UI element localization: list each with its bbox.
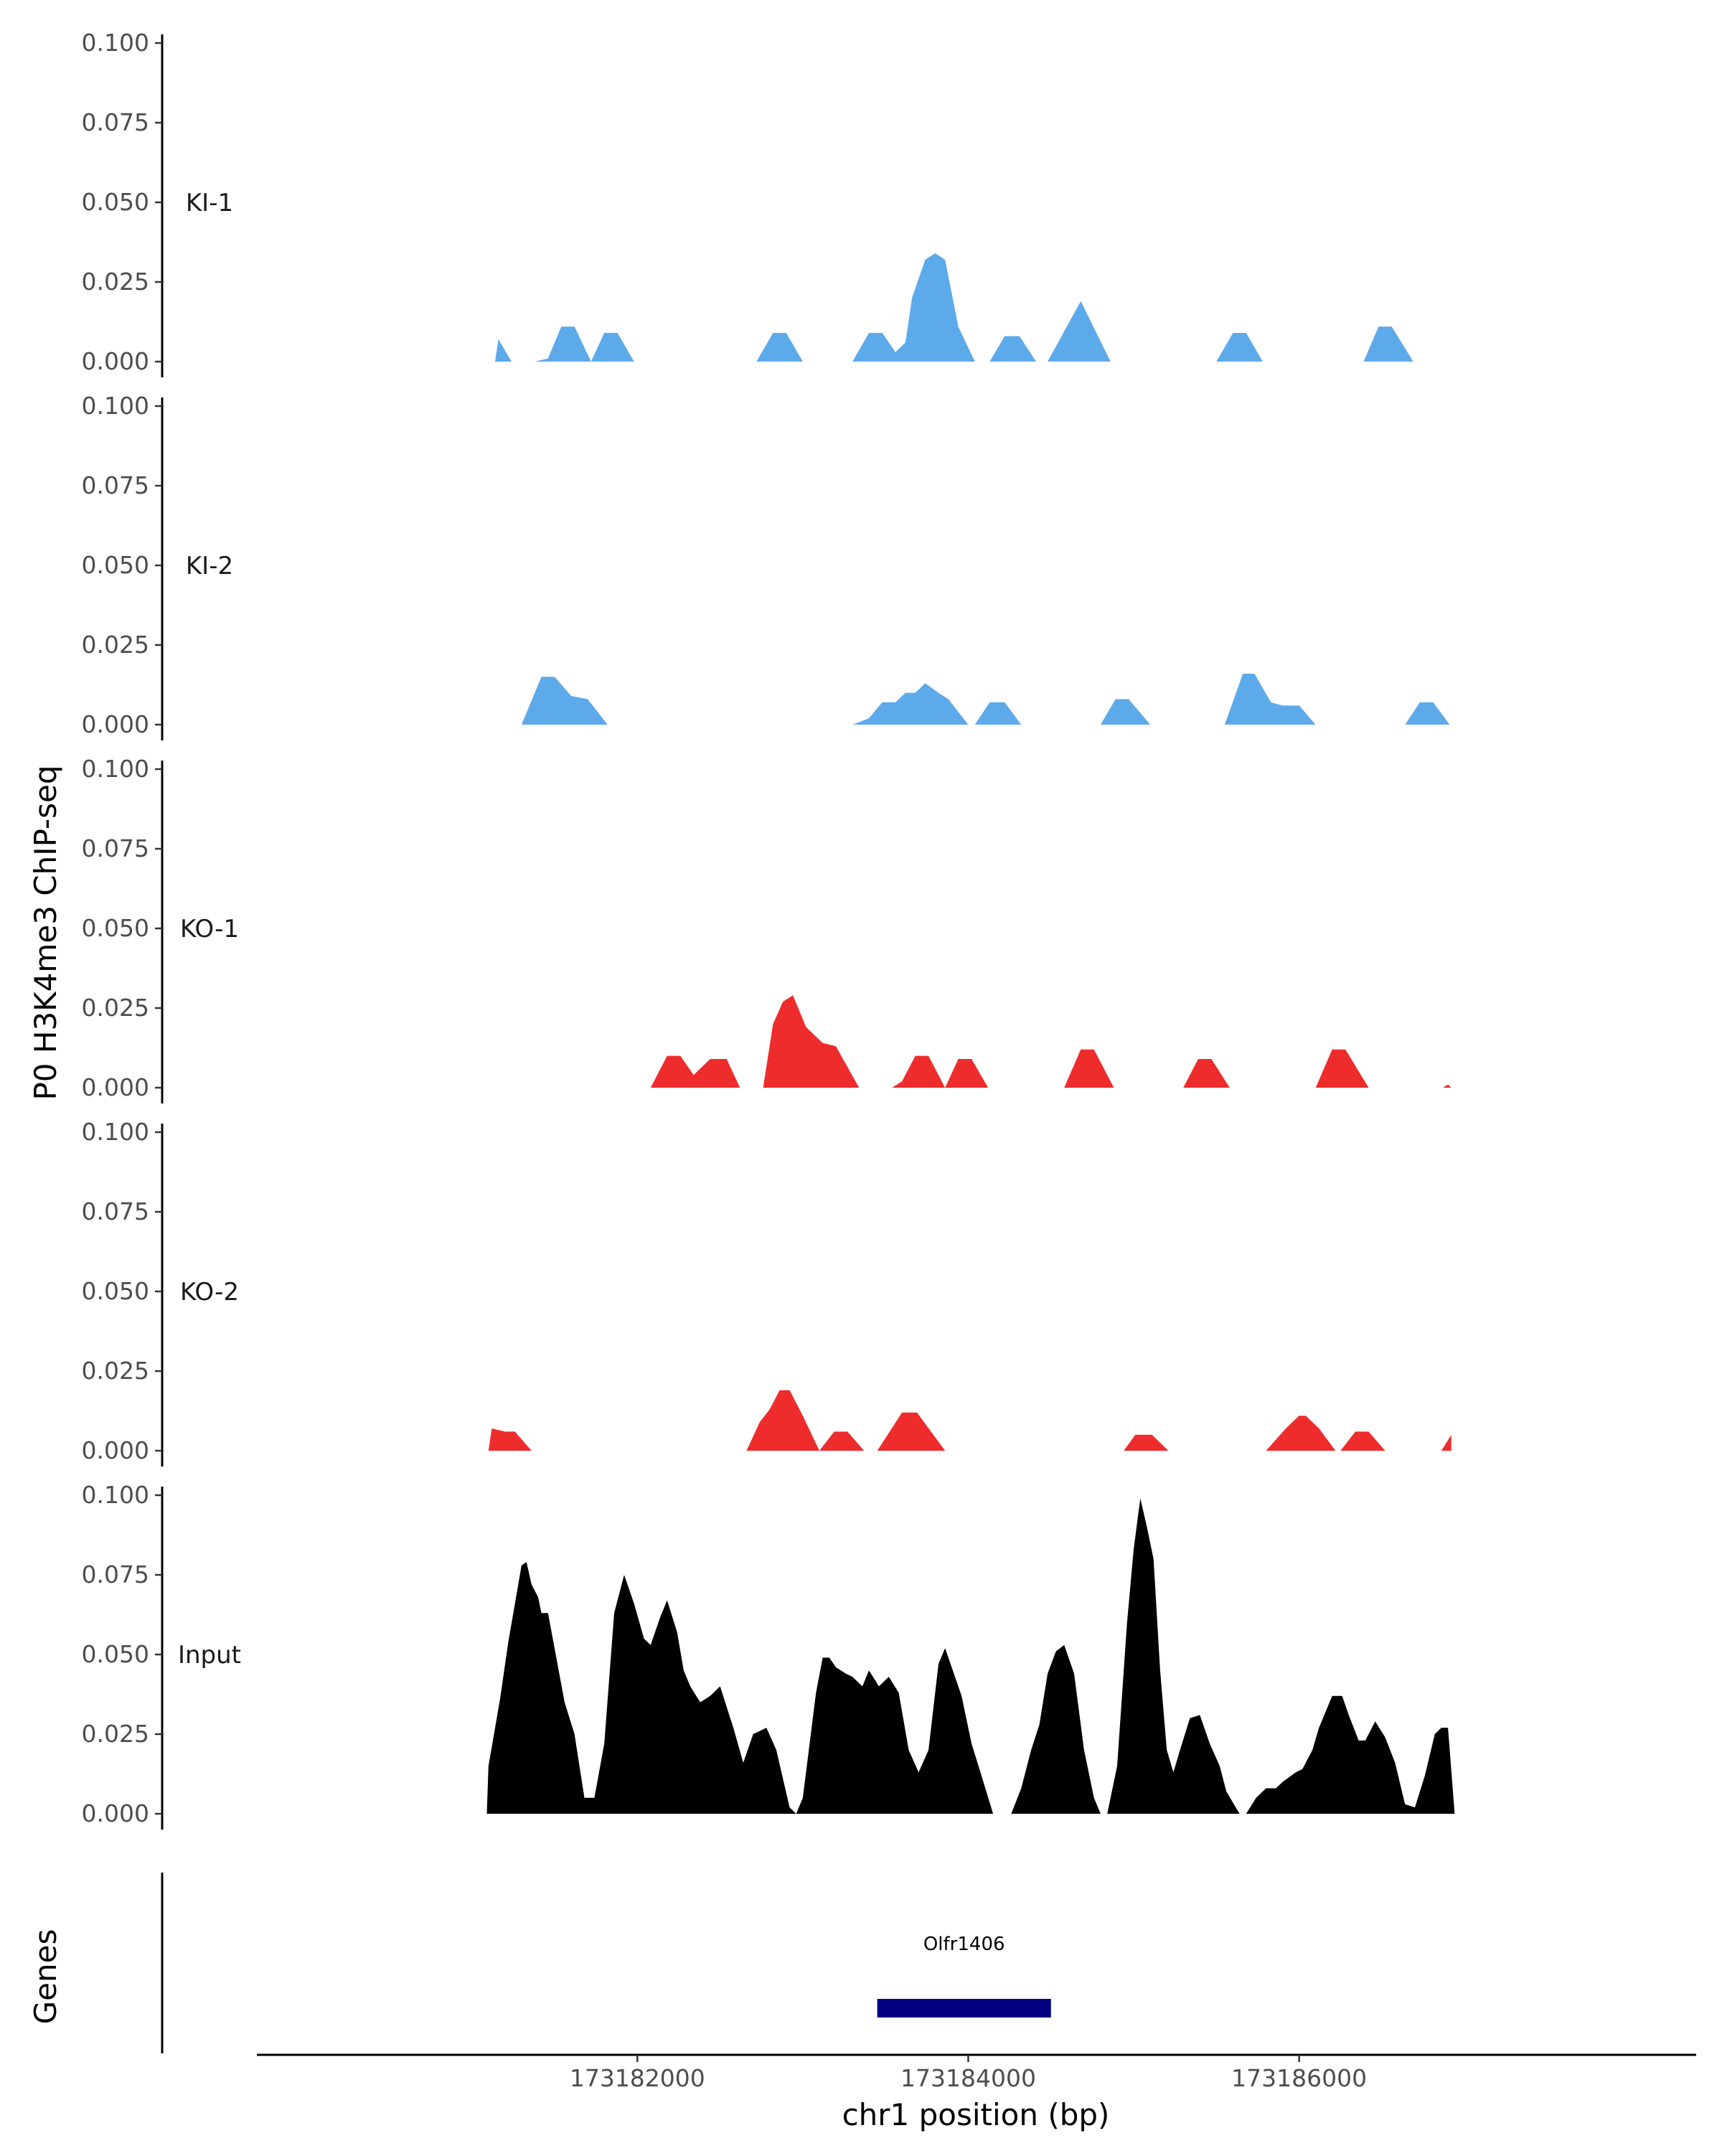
gene-body	[877, 1999, 1051, 2018]
y-tick-label: 0.050	[82, 914, 149, 942]
tracks-layer: 0.0000.0250.0500.0750.100KI-10.0000.0250…	[82, 29, 1455, 1830]
gene-label: Olfr1406	[923, 1934, 1005, 1955]
signal-peak	[974, 702, 1022, 725]
signal-peak	[1048, 301, 1111, 362]
y-tick-label: 0.100	[82, 1481, 149, 1509]
signal-peak	[852, 683, 969, 725]
signal-peak	[763, 995, 860, 1088]
y-tick-label: 0.000	[82, 710, 149, 738]
signal-peak	[819, 1431, 865, 1451]
track-input: 0.000 0.025 0.050 0.075 0.100 Input	[82, 1481, 1455, 1830]
y-tick-label: 0.050	[82, 1640, 149, 1668]
signal-peak	[535, 326, 591, 362]
y-tick-label: 0.025	[82, 994, 149, 1022]
signal-peak	[1064, 1049, 1114, 1088]
signal-peak	[756, 333, 803, 362]
signal-peak	[892, 1055, 946, 1088]
signal-peak	[1340, 1431, 1385, 1451]
y-tick-label: 0.075	[82, 1197, 149, 1225]
signal-peak	[521, 677, 608, 725]
y-tick-label: 0.050	[82, 188, 149, 216]
track-ki-1: 0.000 0.025 0.050 0.075 0.100 KI-1	[82, 29, 1413, 377]
signal-peak	[746, 1390, 819, 1451]
y-tick-label: 0.100	[82, 1118, 149, 1146]
signal-peak	[1224, 674, 1316, 725]
y-tick-label: 0.050	[82, 551, 149, 579]
track-label: KI-1	[186, 189, 233, 217]
signal-peak	[1443, 1084, 1452, 1088]
x-tick-label: 173182000	[570, 2064, 705, 2092]
track-ko-1: 0.000 0.025 0.050 0.075 0.100 KO-1	[82, 755, 1452, 1103]
track-ko-2: 0.000 0.025 0.050 0.075 0.100 KO-2	[82, 1118, 1452, 1467]
signal-peak	[1315, 1049, 1369, 1088]
y-tick-label: 0.000	[82, 347, 149, 375]
y-tick-label: 0.025	[82, 1720, 149, 1748]
y-tick-label: 0.050	[82, 1277, 149, 1305]
signal-peak	[1124, 1434, 1169, 1451]
signal-peak	[650, 1055, 740, 1088]
track-label: KO-2	[180, 1278, 239, 1307]
signal-peak	[1183, 1059, 1230, 1088]
y-tick-label: 0.100	[82, 29, 149, 57]
signal-peak	[1246, 1695, 1455, 1814]
track-label: KO-1	[180, 915, 239, 943]
y-tick-label: 0.075	[82, 834, 149, 862]
signal-peak	[945, 1059, 989, 1088]
signal-peak	[1011, 1498, 1240, 1814]
y-tick-label: 0.025	[82, 631, 149, 659]
track-ki-2: 0.000 0.025 0.050 0.075 0.100 KI-2	[82, 392, 1450, 740]
signal-peak	[495, 339, 512, 362]
signal-peak	[877, 1412, 946, 1451]
y-tick-label: 0.025	[82, 268, 149, 296]
signal-peak	[1363, 326, 1413, 362]
signal-peak	[1441, 1434, 1452, 1451]
x-axis-title: chr1 position (bp)	[842, 2097, 1110, 2132]
signal-peak	[1100, 699, 1151, 725]
signal-peak	[1216, 333, 1263, 362]
y-tick-label: 0.025	[82, 1357, 149, 1385]
y-tick-label: 0.000	[82, 1436, 149, 1464]
y-tick-label: 0.100	[82, 392, 149, 420]
x-tick-label: 173184000	[900, 2064, 1036, 2092]
genes-panel: Olfr1406 173182000 173184000 173186000	[161, 1873, 1696, 2092]
signal-peak	[591, 333, 634, 362]
track-label: Input	[178, 1641, 241, 1670]
signal-peak	[1405, 702, 1450, 725]
y-axis-title: P0 H3K4me3 ChIP-seq	[28, 765, 63, 1100]
signal-peak	[486, 1562, 994, 1814]
signal-peak	[1266, 1416, 1336, 1451]
signal-peak	[989, 336, 1036, 362]
x-tick-label: 173186000	[1231, 2064, 1367, 2092]
y-tick-label: 0.075	[82, 108, 149, 136]
y-tick-label: 0.100	[82, 755, 149, 783]
signal-peak	[488, 1428, 532, 1451]
genes-axis-title: Genes	[28, 1929, 63, 2025]
track-label: KI-2	[186, 552, 233, 580]
y-tick-label: 0.000	[82, 1073, 149, 1101]
y-tick-label: 0.075	[82, 471, 149, 499]
y-tick-label: 0.075	[82, 1560, 149, 1588]
signal-peak	[852, 253, 975, 362]
y-tick-label: 0.000	[82, 1799, 149, 1827]
